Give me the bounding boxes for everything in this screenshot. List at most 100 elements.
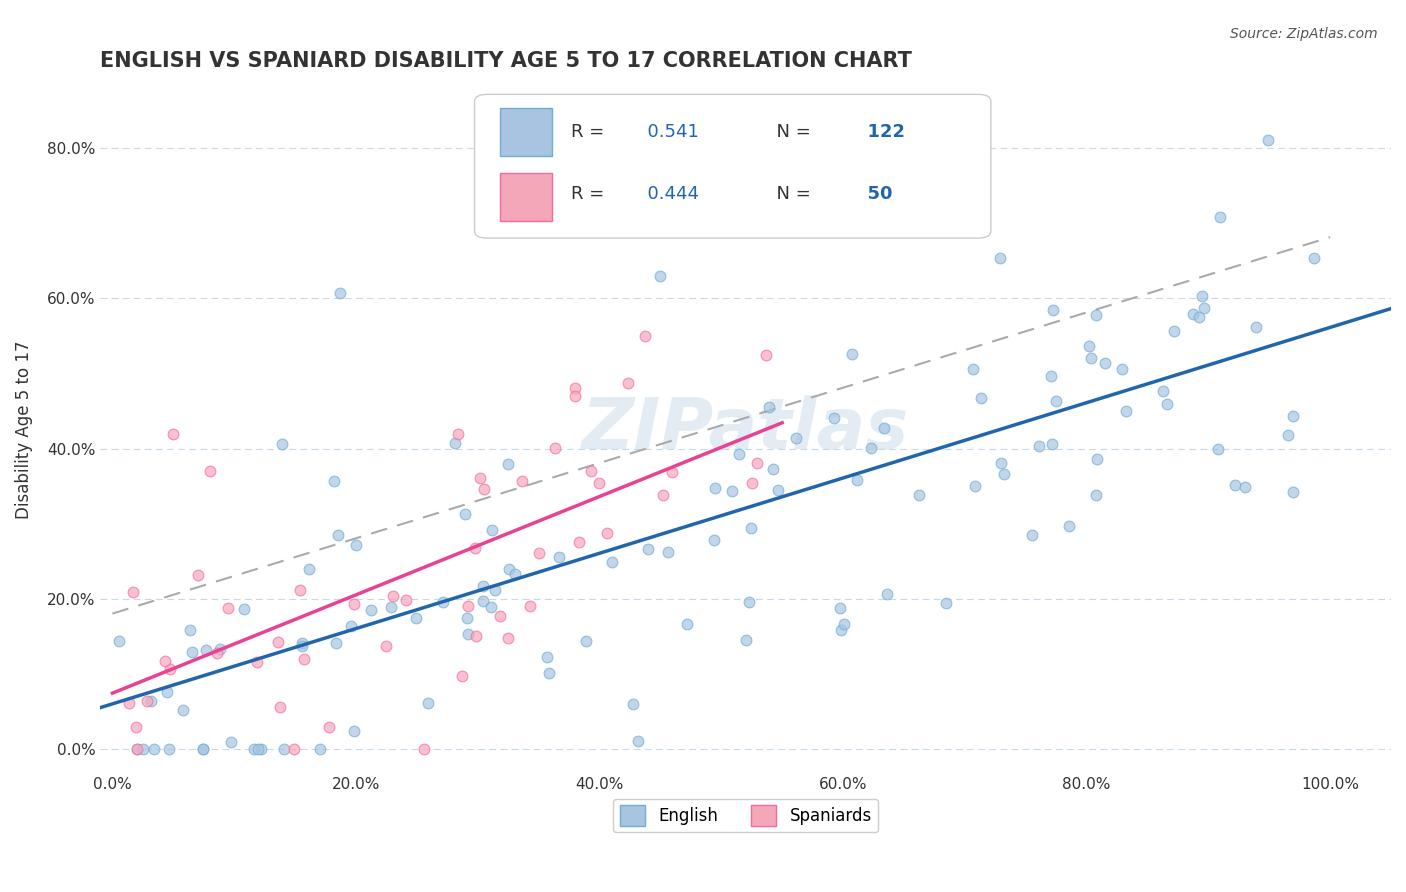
- English: [1078, 339, 1101, 353]
- Spaniards: [564, 381, 586, 395]
- English: [298, 562, 321, 576]
- English: [740, 521, 762, 535]
- English: [309, 742, 332, 756]
- FancyBboxPatch shape: [501, 108, 553, 156]
- English: [873, 421, 896, 435]
- Spaniards: [288, 582, 311, 597]
- English: [454, 507, 477, 521]
- English: [963, 479, 986, 493]
- English: [621, 697, 644, 711]
- English: [637, 541, 659, 556]
- FancyBboxPatch shape: [501, 173, 553, 221]
- Text: ZIPatlas: ZIPatlas: [582, 395, 910, 464]
- English: [360, 602, 382, 616]
- English: [908, 488, 931, 502]
- English: [1111, 362, 1133, 376]
- English: [1021, 528, 1043, 542]
- Spaniards: [529, 546, 551, 560]
- English: [1057, 518, 1080, 533]
- English: [734, 201, 756, 215]
- English: [1045, 394, 1067, 409]
- Text: N =: N =: [765, 185, 817, 202]
- Y-axis label: Disability Age 5 to 17: Disability Age 5 to 17: [15, 341, 32, 519]
- Spaniards: [543, 441, 565, 455]
- English: [143, 742, 166, 756]
- English: [479, 599, 502, 614]
- English: [157, 742, 180, 756]
- English: [405, 611, 427, 625]
- English: [481, 524, 503, 538]
- Spaniards: [269, 699, 291, 714]
- Spaniards: [318, 720, 340, 734]
- Spaniards: [567, 534, 589, 549]
- Spaniards: [579, 464, 602, 478]
- English: [193, 742, 215, 756]
- English: [766, 483, 789, 498]
- English: [1080, 351, 1102, 366]
- English: [1277, 428, 1299, 442]
- English: [498, 457, 520, 471]
- English: [1152, 384, 1174, 398]
- English: [627, 733, 650, 747]
- Spaniards: [382, 589, 405, 603]
- Spaniards: [510, 474, 533, 488]
- English: [993, 467, 1015, 481]
- English: [877, 210, 900, 224]
- English: [139, 694, 162, 708]
- English: [271, 437, 294, 451]
- English: [720, 483, 742, 498]
- English: [443, 436, 465, 450]
- Spaniards: [488, 609, 510, 624]
- Spaniards: [634, 328, 657, 343]
- Spaniards: [283, 742, 305, 756]
- Legend: English, Spaniards: English, Spaniards: [613, 798, 879, 832]
- English: [1246, 320, 1268, 334]
- English: [1208, 211, 1230, 225]
- Spaniards: [162, 426, 184, 441]
- Spaniards: [472, 482, 495, 496]
- English: [657, 545, 679, 559]
- Text: R =: R =: [571, 123, 610, 141]
- Text: 122: 122: [855, 123, 905, 141]
- English: [344, 538, 367, 552]
- English: [340, 619, 363, 633]
- English: [734, 632, 756, 647]
- English: [180, 645, 202, 659]
- Text: N =: N =: [765, 123, 817, 141]
- English: [343, 724, 366, 739]
- English: [191, 742, 214, 756]
- Spaniards: [136, 694, 159, 708]
- English: [380, 600, 402, 615]
- English: [156, 685, 179, 699]
- English: [329, 285, 352, 300]
- Spaniards: [413, 742, 436, 756]
- English: [990, 456, 1012, 470]
- Spaniards: [127, 742, 149, 756]
- English: [962, 361, 984, 376]
- English: [172, 703, 194, 717]
- Spaniards: [343, 597, 366, 611]
- English: [704, 481, 727, 495]
- English: [860, 442, 883, 456]
- Text: R =: R =: [571, 185, 610, 202]
- English: [322, 475, 344, 489]
- Text: Source: ZipAtlas.com: Source: ZipAtlas.com: [1230, 27, 1378, 41]
- English: [758, 400, 780, 414]
- English: [600, 555, 623, 569]
- English: [273, 742, 295, 756]
- English: [1085, 452, 1108, 467]
- Spaniards: [496, 631, 519, 645]
- FancyBboxPatch shape: [475, 95, 991, 238]
- English: [970, 392, 993, 406]
- English: [727, 447, 749, 461]
- Spaniards: [395, 593, 418, 607]
- Text: ENGLISH VS SPANIARD DISABILITY AGE 5 TO 17 CORRELATION CHART: ENGLISH VS SPANIARD DISABILITY AGE 5 TO …: [100, 51, 912, 70]
- English: [1040, 368, 1063, 383]
- English: [1094, 356, 1116, 370]
- English: [1257, 133, 1279, 147]
- English: [830, 601, 852, 615]
- English: [575, 633, 598, 648]
- Spaniards: [447, 426, 470, 441]
- Spaniards: [747, 456, 769, 470]
- English: [537, 665, 560, 680]
